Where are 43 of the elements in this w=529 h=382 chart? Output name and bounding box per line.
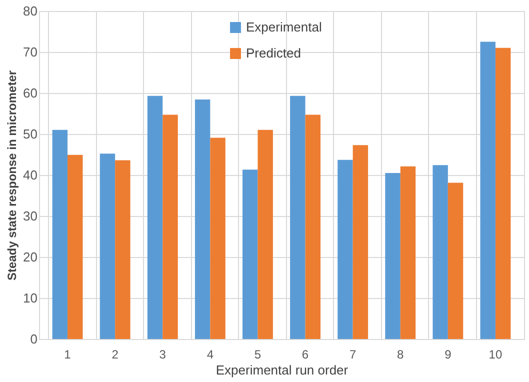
bar — [338, 160, 353, 339]
bar — [100, 154, 116, 339]
bar — [305, 114, 320, 339]
bar — [448, 182, 464, 339]
x-axis-title: Experimental run order — [216, 362, 349, 378]
x-tick-label: 10 — [488, 348, 502, 362]
bar — [194, 100, 210, 339]
x-tick-label: 4 — [206, 348, 214, 362]
bar — [115, 160, 130, 339]
y-tick-label: 30 — [23, 208, 38, 224]
bar — [352, 145, 368, 339]
y-tick-label: 0 — [30, 332, 38, 346]
x-tick-label: 3 — [159, 348, 166, 362]
bar — [480, 42, 496, 339]
y-tick-label: 50 — [23, 126, 38, 142]
bar — [432, 165, 448, 339]
x-tick-label: 9 — [444, 348, 452, 362]
bar — [68, 154, 83, 339]
legend-label: Experimental — [246, 20, 322, 34]
y-tick-label: 10 — [23, 290, 38, 306]
y-tick-label: 70 — [23, 44, 38, 60]
y-tick-label: 20 — [23, 250, 38, 264]
bar — [385, 172, 400, 339]
bar — [147, 96, 163, 339]
bar — [290, 96, 306, 339]
bar — [242, 170, 258, 339]
bar — [52, 130, 68, 339]
bar — [400, 166, 416, 339]
bar — [495, 48, 511, 339]
y-tick-label: 80 — [23, 4, 38, 18]
bar — [162, 114, 178, 339]
bar — [258, 130, 273, 339]
x-tick-label: 6 — [302, 348, 309, 362]
x-tick-label: 7 — [349, 348, 356, 362]
bar — [210, 138, 226, 339]
y-tick-label: 40 — [23, 168, 38, 182]
x-tick-label: 5 — [254, 348, 262, 362]
legend-label: Predicted — [246, 46, 301, 60]
y-axis-title: Steady state response in micrometer — [5, 70, 20, 281]
x-tick-label: 8 — [397, 348, 404, 362]
y-tick-label: 60 — [23, 86, 38, 100]
x-tick-label: 2 — [112, 348, 119, 362]
x-tick-label: 1 — [64, 348, 72, 362]
